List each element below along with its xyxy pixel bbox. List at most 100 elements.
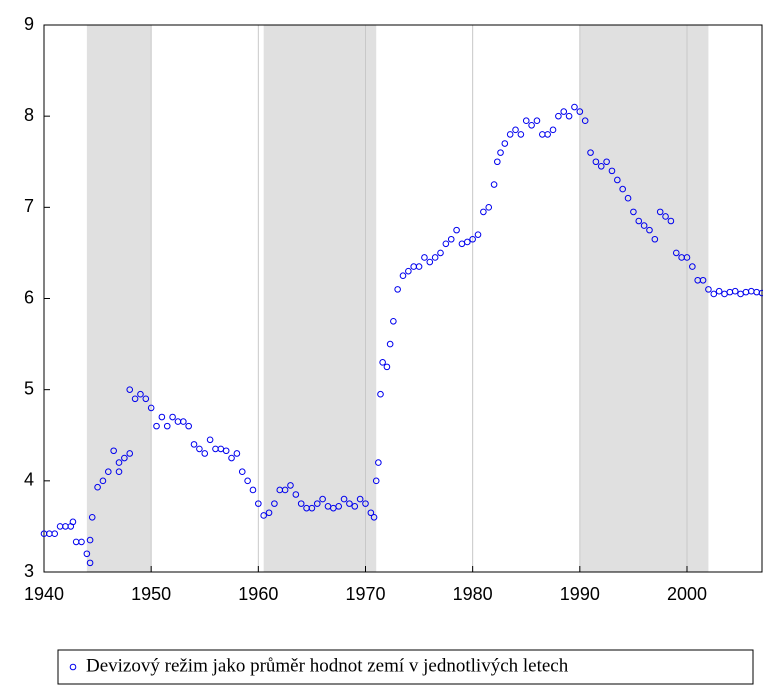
point [651,235,659,243]
point [233,450,241,457]
point [485,204,493,211]
point [501,140,509,147]
point [565,112,573,120]
point [758,289,763,297]
point [619,185,626,193]
point [672,249,680,257]
x-tick-label: 1950 [131,584,171,604]
point [587,149,594,156]
x-tick-label: 1980 [453,584,493,604]
point [255,500,262,507]
x-tick-label: 1990 [560,584,600,604]
point [555,112,562,120]
point [196,445,203,453]
point [86,559,94,567]
point [147,404,155,412]
plot-frame [43,24,763,573]
point [405,267,412,275]
point [228,454,235,462]
point [399,272,407,280]
point [163,422,171,430]
point [689,263,696,270]
point [731,287,739,295]
point [469,235,476,243]
point [662,213,669,220]
point [126,386,134,393]
point [297,500,305,507]
point [88,514,96,521]
point [206,436,214,444]
point [201,450,209,457]
shaded-region [579,25,709,572]
point [249,486,257,494]
point [635,217,643,225]
point [158,413,166,421]
point [522,117,530,125]
point [69,518,77,526]
point [99,477,107,485]
point [512,126,519,134]
shaded-region [86,25,152,572]
point [121,454,128,462]
point [340,495,348,503]
point [656,208,664,216]
point [480,208,487,216]
shaded-region [263,25,377,572]
point [377,390,384,398]
point [271,500,278,507]
point [442,240,450,248]
point [367,509,375,517]
point [51,530,59,538]
point [437,249,444,257]
point [667,217,675,225]
point [190,441,198,448]
y-tick-label: 9 [24,14,34,34]
point [640,222,648,229]
x-tick-label: 1960 [238,584,278,604]
point [715,287,723,295]
point [383,363,391,371]
point [78,538,85,546]
point [137,390,144,398]
x-tick-label: 1940 [24,584,64,604]
y-tick-label: 6 [24,287,34,307]
point [260,512,267,519]
x-tick-label: 2000 [667,584,707,604]
point [614,176,621,184]
point [313,500,321,507]
point [390,317,397,325]
point [86,536,94,544]
point [104,468,112,476]
point [463,238,471,246]
point [244,477,251,485]
point [370,514,378,521]
point [83,550,91,558]
point [490,181,498,188]
y-tick-label: 3 [24,561,34,581]
point [94,483,101,491]
point [528,121,535,129]
y-tick-label: 7 [24,196,34,216]
point [592,158,600,166]
point [624,194,632,202]
point [351,503,359,510]
point [222,447,230,455]
point [453,226,460,234]
point [603,158,610,166]
y-tick-label: 5 [24,378,34,398]
point [386,340,394,348]
point [630,208,637,216]
point [560,108,568,115]
point [699,276,707,284]
point [126,450,134,457]
point [362,500,369,507]
point [356,495,364,503]
y-tick-label: 8 [24,105,34,125]
point [517,131,525,138]
point [597,163,605,170]
point [549,126,557,134]
point [576,108,584,115]
point [710,290,718,298]
point [379,359,386,366]
